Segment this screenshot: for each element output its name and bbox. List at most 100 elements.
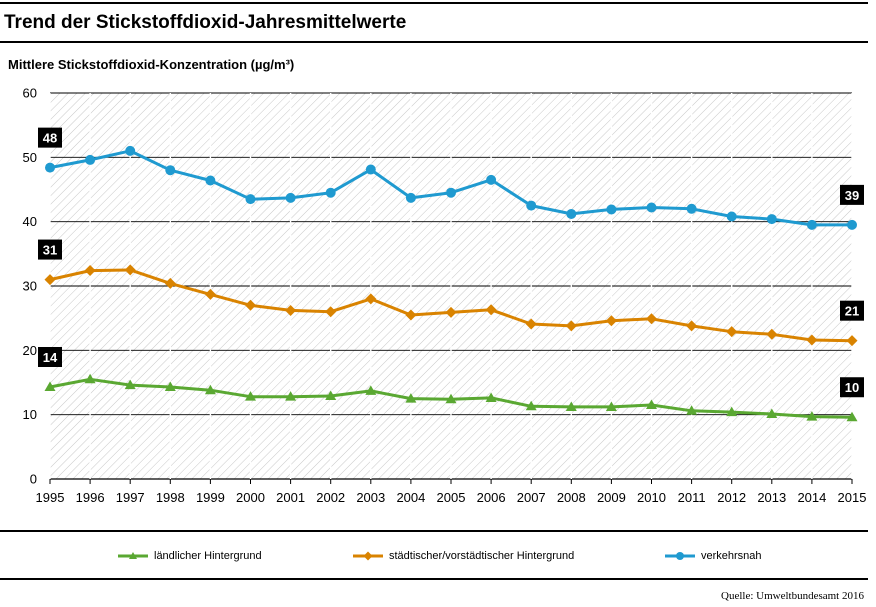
point-s2-2005 bbox=[446, 187, 456, 198]
data-label-s1-1995: 31 bbox=[38, 239, 62, 260]
legend-item-urban: städtischer/vorstädtischer Hintergrund bbox=[353, 550, 574, 562]
data-label-text: 31 bbox=[43, 243, 57, 258]
point-s1-1997 bbox=[124, 264, 136, 276]
data-label-text: 39 bbox=[845, 188, 859, 203]
x-tick-2015: 2015 bbox=[838, 490, 867, 505]
chart-title: Trend der Stickstoffdioxid-Jahresmittelw… bbox=[4, 12, 407, 33]
x-tick-2005: 2005 bbox=[437, 490, 466, 505]
point-s1-2005 bbox=[445, 306, 457, 318]
x-tick-1999: 1999 bbox=[196, 490, 225, 505]
source-note: Quelle: Umweltbundesamt 2016 bbox=[721, 590, 864, 602]
x-tick-labels: 1995 1996 1997 1998 1999 2000 2001 2002 2003 2004… bbox=[36, 490, 867, 505]
point-s2-2006 bbox=[486, 174, 497, 185]
point-s0-2013 bbox=[766, 408, 778, 419]
point-s0-1997 bbox=[124, 379, 136, 390]
legend: ländlicher Hintergrund städtischer/vorst… bbox=[0, 540, 868, 574]
point-s0-2010 bbox=[646, 399, 657, 410]
y-tick-20: 20 bbox=[23, 343, 37, 358]
point-s0-1996 bbox=[84, 373, 96, 384]
point-s1-2004 bbox=[405, 309, 417, 321]
point-s1-2002 bbox=[325, 306, 337, 318]
point-s0-2007 bbox=[525, 400, 537, 411]
x-tick-1998: 1998 bbox=[156, 490, 185, 505]
point-s0-2004 bbox=[405, 393, 417, 403]
data-label-box bbox=[38, 127, 62, 148]
x-tick-1997: 1997 bbox=[116, 490, 145, 505]
legend-item-rural: ländlicher Hintergrund bbox=[118, 550, 262, 562]
point-s1-2010 bbox=[646, 313, 657, 325]
point-s2-2007 bbox=[526, 200, 537, 211]
data-series bbox=[44, 145, 858, 422]
y-axis-label: Mittlere Stickstoffdioxid-Konzentration … bbox=[8, 57, 295, 72]
x-tick-2011: 2011 bbox=[678, 490, 706, 505]
data-labels: 14 10 31 21 48 39 bbox=[38, 127, 864, 398]
point-s2-2012 bbox=[726, 211, 737, 222]
data-label-text: 14 bbox=[43, 350, 58, 365]
top-rule bbox=[0, 2, 868, 4]
x-tick-2009: 2009 bbox=[597, 490, 626, 505]
legend-swatch-rural bbox=[118, 552, 148, 559]
point-s1-1998 bbox=[164, 277, 176, 289]
point-s1-2015 bbox=[846, 335, 858, 347]
point-s2-2000 bbox=[245, 194, 256, 205]
point-s0-1999 bbox=[204, 384, 216, 395]
point-s0-2003 bbox=[365, 385, 377, 395]
point-s2-2013 bbox=[766, 214, 777, 225]
data-label-text: 21 bbox=[845, 304, 859, 319]
point-s0-2006 bbox=[485, 392, 497, 402]
point-s1-2013 bbox=[766, 328, 778, 340]
data-label-s0-1995: 14 bbox=[38, 347, 62, 368]
x-tick-2006: 2006 bbox=[477, 490, 506, 505]
point-s0-2002 bbox=[325, 390, 337, 401]
x-tick-2013: 2013 bbox=[757, 490, 786, 505]
point-s2-2014 bbox=[806, 219, 817, 230]
legend-rule bbox=[0, 578, 868, 580]
point-s2-2009 bbox=[606, 204, 617, 215]
x-tick-1995: 1995 bbox=[36, 490, 65, 505]
x-tick-1996: 1996 bbox=[76, 490, 105, 505]
point-s2-2015 bbox=[847, 219, 857, 230]
point-s0-2000 bbox=[245, 391, 256, 401]
point-s0-2012 bbox=[726, 406, 738, 417]
data-label-box bbox=[840, 377, 864, 398]
point-s2-1995 bbox=[45, 162, 55, 173]
point-s1-1996 bbox=[84, 265, 96, 277]
legend-swatch-traffic bbox=[665, 552, 695, 560]
legend-swatch-urban bbox=[353, 551, 383, 561]
point-s2-2002 bbox=[325, 187, 336, 198]
title-rule bbox=[0, 41, 868, 43]
point-s1-2008 bbox=[565, 320, 577, 332]
line-chart: 0 10 20 30 40 50 60 1995 1996 1997 1998 1999 2000 20… bbox=[23, 86, 867, 506]
point-s0-1995 bbox=[44, 381, 56, 392]
y-tick-40: 40 bbox=[23, 214, 37, 229]
point-s2-2011 bbox=[686, 203, 697, 214]
y-tick-labels: 0 10 20 30 40 50 60 bbox=[23, 86, 37, 487]
data-label-s2-2015: 39 bbox=[840, 184, 864, 205]
y-tick-0: 0 bbox=[30, 472, 37, 487]
data-label-text: 48 bbox=[43, 131, 57, 146]
y-tick-10: 10 bbox=[23, 407, 37, 422]
x-tick-2008: 2008 bbox=[557, 490, 586, 505]
x-tick-2014: 2014 bbox=[797, 490, 826, 505]
point-s0-2005 bbox=[445, 393, 457, 404]
point-s1-2006 bbox=[485, 304, 497, 316]
point-s2-1997 bbox=[125, 145, 136, 156]
legend-label-traffic: verkehrsnah bbox=[701, 550, 762, 562]
point-s0-2001 bbox=[285, 391, 297, 401]
data-label-text: 10 bbox=[845, 380, 859, 395]
point-s2-1998 bbox=[165, 165, 176, 176]
point-s2-1999 bbox=[205, 175, 216, 186]
x-tick-2012: 2012 bbox=[717, 490, 746, 505]
point-s1-2011 bbox=[686, 320, 698, 332]
point-s1-1995 bbox=[44, 274, 56, 286]
point-s0-1998 bbox=[164, 381, 176, 392]
x-tick-2000: 2000 bbox=[236, 490, 265, 505]
point-s2-2003 bbox=[365, 164, 376, 175]
data-label-box bbox=[840, 184, 864, 205]
point-s0-2008 bbox=[565, 401, 577, 411]
x-tick-2010: 2010 bbox=[637, 490, 666, 505]
point-s2-2010 bbox=[646, 202, 657, 213]
x-tick-2001: 2001 bbox=[276, 490, 305, 505]
data-label-s1-2015: 21 bbox=[840, 300, 864, 321]
point-s1-1999 bbox=[204, 288, 216, 300]
